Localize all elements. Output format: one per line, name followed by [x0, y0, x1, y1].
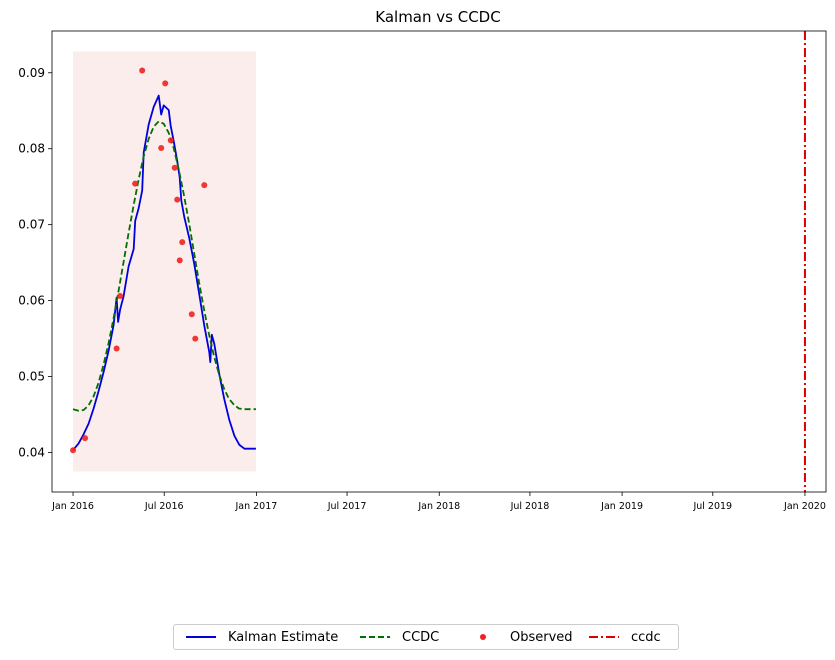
y-tick-label: 0.05	[18, 370, 45, 384]
legend-swatch-ccdc-line	[589, 636, 619, 638]
y-tick-label: 0.09	[18, 66, 45, 80]
series-line-kalman-estimate	[72, 94, 256, 451]
x-tick-label: Jan 2019	[600, 501, 643, 512]
observed-point-10	[174, 196, 181, 203]
legend-swatch-observed	[480, 634, 486, 640]
x-tick-label: Jul 2019	[692, 501, 732, 512]
y-tick-label: 0.07	[18, 218, 45, 232]
observed-point-8	[167, 137, 174, 144]
legend-swatch-ccdc	[360, 636, 390, 638]
legend: Kalman Estimate CCDC Observed ccdc	[173, 624, 679, 650]
y-tick-label: 0.04	[18, 446, 45, 460]
observed-point-15	[201, 182, 208, 189]
y-tick-label: 0.06	[18, 294, 45, 308]
observed-point-7	[162, 80, 169, 87]
observed-point-9	[171, 164, 178, 171]
legend-item-ccdc-line: ccdc	[589, 630, 661, 645]
observed-point-2	[113, 345, 120, 352]
observed-point-0	[70, 447, 77, 454]
legend-item-observed: Observed	[468, 630, 573, 645]
legend-item-kalman: Kalman Estimate	[186, 630, 338, 645]
observed-point-12	[179, 239, 186, 246]
x-tick-label: Jul 2018	[510, 501, 550, 512]
x-tick-label: Jan 2020	[783, 501, 826, 512]
observed-point-4	[132, 180, 139, 187]
x-tick-label: Jul 2016	[144, 501, 184, 512]
observed-point-6	[158, 144, 165, 151]
x-tick-label: Jan 2018	[417, 501, 460, 512]
series-line-ccdc	[72, 120, 256, 412]
observed-point-14	[192, 335, 199, 342]
legend-label-ccdc-line: ccdc	[631, 629, 661, 645]
x-tick-label: Jul 2017	[327, 501, 367, 512]
x-tick-label: Jan 2016	[51, 501, 94, 512]
shaded-region	[73, 51, 256, 472]
legend-label-observed: Observed	[510, 629, 573, 645]
legend-label-ccdc: CCDC	[402, 629, 440, 645]
observed-point-3	[117, 293, 124, 300]
observed-point-11	[176, 257, 183, 264]
x-tick-label: Jan 2017	[234, 501, 277, 512]
legend-label-kalman: Kalman Estimate	[228, 629, 339, 645]
observed-point-1	[82, 435, 89, 442]
legend-item-ccdc: CCDC	[360, 630, 439, 645]
observed-point-5	[139, 67, 146, 74]
chart-title: Kalman vs CCDC	[375, 8, 500, 26]
y-tick-label: 0.08	[18, 142, 45, 156]
observed-point-13	[188, 311, 195, 318]
legend-swatch-kalman	[186, 636, 216, 638]
